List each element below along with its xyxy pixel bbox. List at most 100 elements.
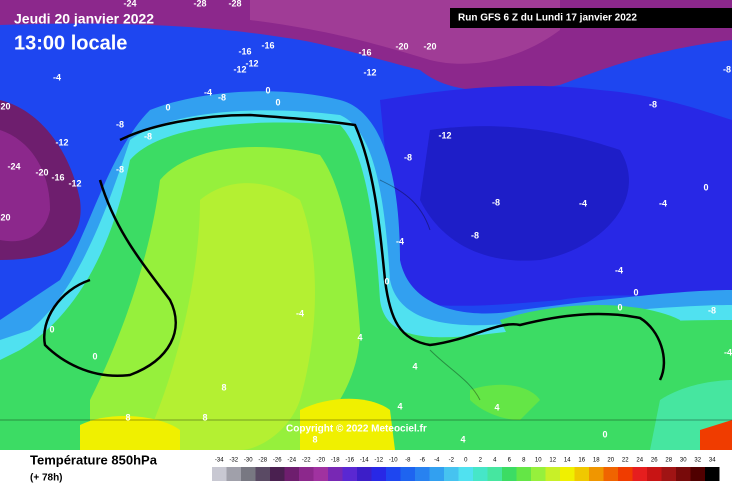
scale-label: 2 <box>479 458 483 464</box>
scale-swatch <box>502 467 517 481</box>
contour-label: -20 <box>395 41 408 51</box>
contour-label: -12 <box>363 67 376 77</box>
scale-swatch <box>574 467 589 481</box>
scale-swatch <box>444 467 459 481</box>
contour-label: 8 <box>125 412 130 422</box>
scale-swatch <box>647 467 662 481</box>
contour-label: 8 <box>202 412 207 422</box>
scale-swatch <box>531 467 546 481</box>
contour-label: -4 <box>296 308 304 318</box>
scale-label: -32 <box>229 458 238 464</box>
scale-label: 12 <box>549 458 556 464</box>
contour-label: 0 <box>703 182 708 192</box>
scale-swatch <box>705 467 720 481</box>
scale-swatch <box>255 467 270 481</box>
contour-label: -8 <box>649 99 657 109</box>
scale-swatch <box>212 467 227 481</box>
scale-swatch <box>690 467 705 481</box>
scale-label: 34 <box>709 458 716 464</box>
scale-swatch <box>371 467 386 481</box>
contour-label: -8 <box>404 152 412 162</box>
contour-labels: -24 -28 -28-16-16-12-12-16-20 -20-12-40-4 -8… <box>0 0 732 444</box>
contour-label: 8 <box>312 434 317 444</box>
warm-air <box>150 183 315 450</box>
contour-label: 0 <box>633 287 638 297</box>
scale-swatch <box>241 467 256 481</box>
contour-label: -12 <box>438 130 451 140</box>
scale-label: 4 <box>493 458 497 464</box>
scale-label: -34 <box>215 458 224 464</box>
scale-label: -12 <box>374 458 383 464</box>
scale-swatch <box>386 467 401 481</box>
contour-label: -4 <box>615 265 623 275</box>
scale-swatch <box>342 467 357 481</box>
contour-label: 8 <box>221 382 226 392</box>
scale-label: -8 <box>405 458 411 464</box>
run-label: Run GFS 6 Z du Lundi 17 janvier 2022 <box>458 13 637 24</box>
copyright: Copyright © 2022 Meteociel.fr <box>286 424 427 435</box>
contour-label: -24 <box>123 0 136 8</box>
contour-label: -8 <box>144 131 152 141</box>
contour-label: -28 <box>228 0 241 8</box>
scale-swatch <box>603 467 618 481</box>
scale-swatch <box>357 467 372 481</box>
contour-label: 0 <box>275 97 280 107</box>
scale-label: 20 <box>607 458 614 464</box>
legend-subtitle: (+ 78h) <box>30 473 63 484</box>
scale-label: 32 <box>694 458 701 464</box>
scale-swatch <box>429 467 444 481</box>
contour-label: -20 <box>423 41 436 51</box>
scale-swatch <box>516 467 531 481</box>
contour-label: -12 <box>55 137 68 147</box>
contour-label: -8 <box>471 230 479 240</box>
scale-swatch <box>270 467 285 481</box>
scale-label: -4 <box>434 458 440 464</box>
scale-swatch <box>545 467 560 481</box>
contour-label: 0 <box>92 351 97 361</box>
scale-label: -24 <box>287 458 296 464</box>
cold-core <box>0 130 50 242</box>
contour-label: -20 <box>0 212 11 222</box>
contour-label: -8 <box>492 197 500 207</box>
date-label: Jeudi 20 janvier 2022 <box>14 11 154 27</box>
contour-label: 0 <box>165 102 170 112</box>
contour-label: -12 <box>245 58 258 68</box>
contour-line <box>0 179 732 421</box>
contour-label: -16 <box>261 40 274 50</box>
contour-label: -12 <box>233 64 246 74</box>
scale-label: 18 <box>593 458 600 464</box>
scale-swatch <box>618 467 633 481</box>
warm-core <box>80 415 180 450</box>
contour-label: -16 <box>358 47 371 57</box>
scale-label: -30 <box>244 458 253 464</box>
contour-label: -8 <box>723 64 731 74</box>
contour-label: -8 <box>116 119 124 129</box>
scale-swatch <box>676 467 691 481</box>
scale-swatch <box>473 467 488 481</box>
time-label: 13:00 locale <box>14 32 127 54</box>
scale-label: -20 <box>316 458 325 464</box>
contour-label: -24 <box>7 161 20 171</box>
scale-swatch <box>560 467 575 481</box>
contour-label: -16 <box>238 46 251 56</box>
legend-title: Température 850hPa <box>30 452 158 467</box>
hot-core <box>700 420 732 450</box>
contour-label: 0 <box>384 276 389 286</box>
contour-label: 4 <box>460 434 465 444</box>
contour-label: 0 <box>602 429 607 439</box>
contour-label: -4 <box>396 236 404 246</box>
contour-label: -4 <box>724 347 732 357</box>
contour-label: -4 <box>204 87 212 97</box>
contour-label: 4 <box>412 361 417 371</box>
scale-label: 30 <box>680 458 687 464</box>
scale-label: 26 <box>651 458 658 464</box>
contour-label: -20 <box>0 101 11 111</box>
scale-swatch <box>487 467 502 481</box>
contour-label: 4 <box>357 332 362 342</box>
scale-label: -26 <box>273 458 282 464</box>
scale-swatch <box>589 467 604 481</box>
contour-label: 0 <box>617 302 622 312</box>
contour-label: 4 <box>397 401 402 411</box>
warm-air <box>470 384 540 420</box>
scale-swatch <box>328 467 343 481</box>
